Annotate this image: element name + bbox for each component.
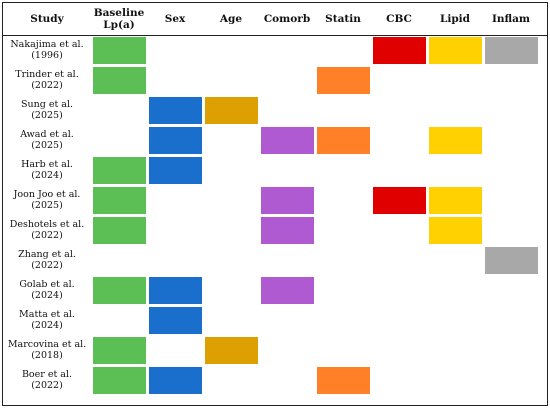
- factor-block-comorb: [261, 127, 314, 154]
- factor-block-statin: [317, 127, 370, 154]
- factor-block-comorb: [261, 277, 314, 304]
- factor-block-baseline: [93, 277, 146, 304]
- factor-block-comorb: [261, 187, 314, 214]
- factor-block-baseline: [93, 67, 146, 94]
- study-cell: Matta et al. (2024): [19, 309, 75, 331]
- table-row: Marcovina et al. (2018): [3, 335, 547, 365]
- factor-block-baseline: [93, 187, 146, 214]
- factor-block-sex: [149, 127, 202, 154]
- header-age: Age: [219, 13, 243, 25]
- factor-block-sex: [149, 277, 202, 304]
- factor-block-baseline: [93, 367, 146, 394]
- study-cell: Deshotels et al. (2022): [9, 219, 85, 241]
- table-row: Matta et al. (2024): [3, 305, 547, 335]
- factor-block-baseline: [93, 337, 146, 364]
- header-sex: Sex: [164, 13, 186, 25]
- table-row: Sung et al. (2025): [3, 95, 547, 125]
- factor-block-lipid: [429, 127, 482, 154]
- factor-block-baseline: [93, 157, 146, 184]
- table-row: Trinder et al. (2022): [3, 65, 547, 95]
- header-cbc: CBC: [386, 13, 412, 25]
- factor-block-sex: [149, 367, 202, 394]
- factor-block-baseline: [93, 37, 146, 64]
- factor-block-lipid: [429, 187, 482, 214]
- factor-block-comorb: [261, 217, 314, 244]
- factor-block-cbc: [373, 37, 426, 64]
- factor-block-baseline: [93, 217, 146, 244]
- table-row: Boer et al. (2022): [3, 365, 547, 395]
- table-row: Harb et al. (2024): [3, 155, 547, 185]
- factor-block-sex: [149, 97, 202, 124]
- study-cell: Nakajima et al. (1996): [10, 39, 84, 61]
- header-comorb: Comorb: [263, 13, 311, 25]
- header-study: Study: [30, 13, 64, 25]
- study-cell: Zhang et al. (2022): [18, 249, 76, 271]
- table-row: Nakajima et al. (1996): [3, 35, 547, 65]
- header-inflam: Inflam: [491, 13, 531, 25]
- header-baseline-lpa: Baseline Lp(a): [93, 7, 145, 31]
- study-cell: Joon Joo et al. (2025): [13, 189, 81, 211]
- study-cell: Golab et al. (2024): [19, 279, 75, 301]
- table-row: Zhang et al. (2022): [3, 245, 547, 275]
- factor-block-age: [205, 97, 258, 124]
- factor-block-statin: [317, 67, 370, 94]
- table-row: Joon Joo et al. (2025): [3, 185, 547, 215]
- factor-block-statin: [317, 367, 370, 394]
- study-cell: Boer et al. (2022): [21, 369, 73, 391]
- table-row: Deshotels et al. (2022): [3, 215, 547, 245]
- header-lipid: Lipid: [439, 13, 471, 25]
- study-cell: Harb et al. (2024): [21, 159, 73, 181]
- factor-block-age: [205, 337, 258, 364]
- factor-block-cbc: [373, 187, 426, 214]
- factor-block-sex: [149, 307, 202, 334]
- factor-block-sex: [149, 157, 202, 184]
- factor-block-inflam: [485, 37, 538, 64]
- factor-block-inflam: [485, 247, 538, 274]
- study-cell: Trinder et al. (2022): [15, 69, 79, 91]
- factor-block-lipid: [429, 217, 482, 244]
- study-cell: Awad et al. (2025): [20, 129, 74, 151]
- table-row: Awad et al. (2025): [3, 125, 547, 155]
- study-cell: Sung et al. (2025): [20, 99, 74, 121]
- header-row: Study Baseline Lp(a) Sex Age Comorb Statin CBC…: [3, 3, 547, 36]
- header-statin: Statin: [325, 13, 361, 25]
- table-row: Golab et al. (2024): [3, 275, 547, 305]
- study-cell: Marcovina et al. (2018): [7, 339, 87, 361]
- factor-block-lipid: [429, 37, 482, 64]
